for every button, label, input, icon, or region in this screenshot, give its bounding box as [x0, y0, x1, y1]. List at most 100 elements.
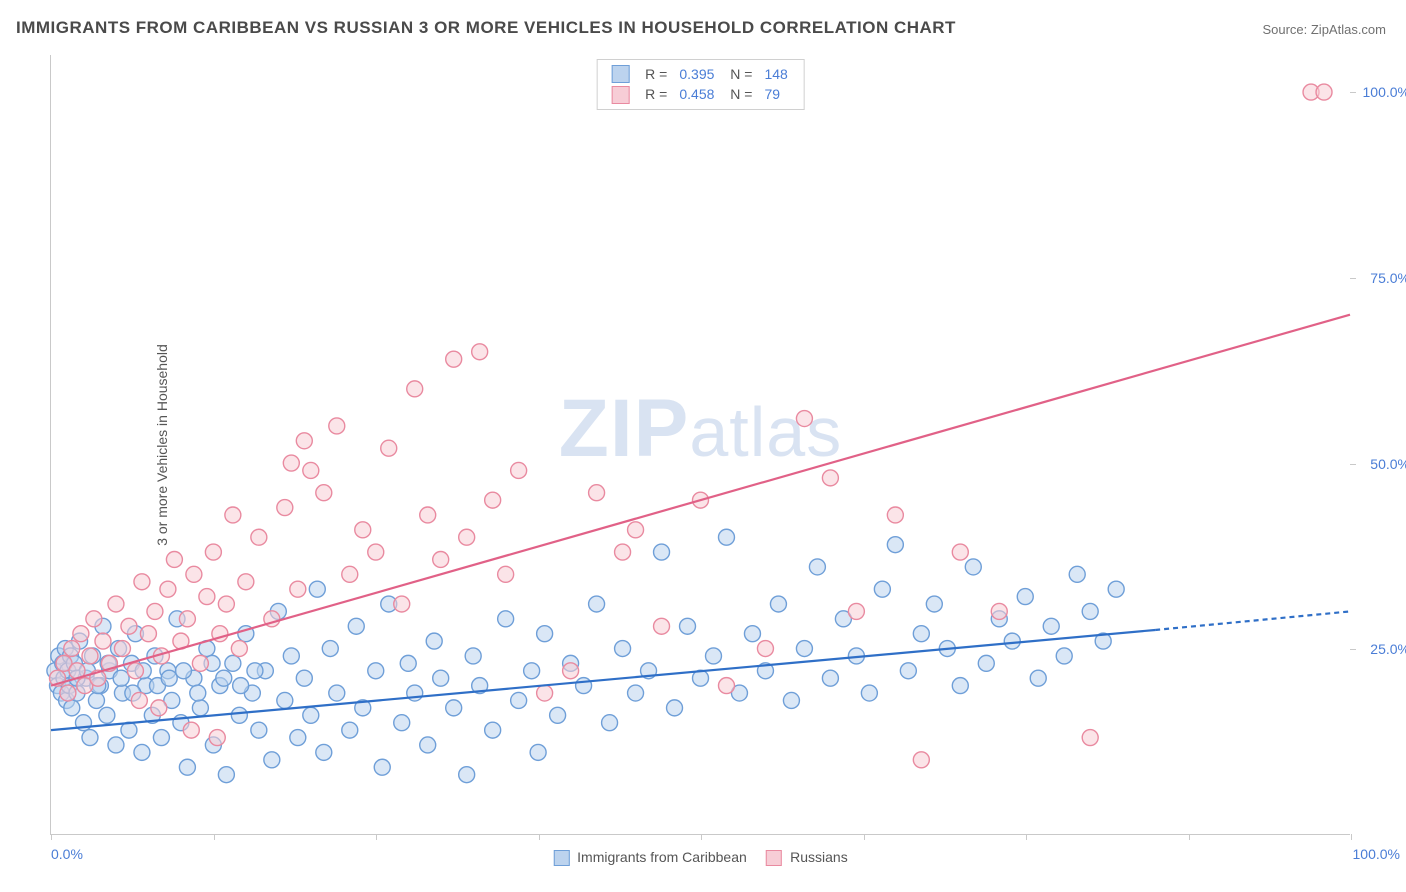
- source-attribution: Source: ZipAtlas.com: [1262, 22, 1386, 37]
- scatter-point: [465, 648, 481, 664]
- y-tick: [1350, 278, 1356, 279]
- scatter-point: [233, 678, 249, 694]
- y-tick: [1350, 464, 1356, 465]
- x-tick: [1189, 834, 1190, 840]
- scatter-point: [231, 641, 247, 657]
- scatter-point: [485, 492, 501, 508]
- scatter-point: [231, 707, 247, 723]
- scatter-point: [913, 752, 929, 768]
- scatter-point: [1108, 581, 1124, 597]
- scatter-point: [192, 655, 208, 671]
- chart-title: IMMIGRANTS FROM CARIBBEAN VS RUSSIAN 3 O…: [16, 18, 956, 38]
- scatter-point: [887, 537, 903, 553]
- scatter-point: [199, 589, 215, 605]
- legend-label-russians: Russians: [790, 849, 848, 865]
- scatter-point: [770, 596, 786, 612]
- scatter-point: [186, 566, 202, 582]
- scatter-point: [1082, 730, 1098, 746]
- swatch-caribbean-bottom: [553, 850, 569, 866]
- scatter-point: [680, 618, 696, 634]
- scatter-point: [147, 603, 163, 619]
- scatter-point: [296, 433, 312, 449]
- scatter-point: [179, 759, 195, 775]
- scatter-point: [283, 455, 299, 471]
- legend-row-russians: R = 0.458 N = 79: [605, 84, 794, 104]
- scatter-point: [216, 670, 232, 686]
- scatter-point: [179, 611, 195, 627]
- x-tick: [51, 834, 52, 840]
- scatter-point: [127, 663, 143, 679]
- scatter-point: [628, 685, 644, 701]
- scatter-point: [64, 641, 80, 657]
- scatter-point: [783, 692, 799, 708]
- scatter-point: [218, 596, 234, 612]
- y-tick: [1350, 649, 1356, 650]
- scatter-point: [978, 655, 994, 671]
- scatter-point: [394, 715, 410, 731]
- scatter-point: [498, 566, 514, 582]
- scatter-point: [589, 596, 605, 612]
- scatter-point: [952, 678, 968, 694]
- scatter-point: [82, 730, 98, 746]
- scatter-point: [485, 722, 501, 738]
- scatter-point: [550, 707, 566, 723]
- scatter-point: [887, 507, 903, 523]
- scatter-point: [1004, 633, 1020, 649]
- legend-label-caribbean: Immigrants from Caribbean: [577, 849, 747, 865]
- plot-area: 3 or more Vehicles in Household ZIPatlas…: [50, 55, 1350, 835]
- scatter-point: [1082, 603, 1098, 619]
- scatter-point: [329, 418, 345, 434]
- scatter-point: [108, 737, 124, 753]
- source-label: Source:: [1262, 22, 1310, 37]
- scatter-point: [95, 633, 111, 649]
- x-tick: [214, 834, 215, 840]
- scatter-point: [238, 574, 254, 590]
- source-link[interactable]: ZipAtlas.com: [1311, 22, 1386, 37]
- x-tick: [1351, 834, 1352, 840]
- scatter-point: [874, 581, 890, 597]
- scatter-point: [1316, 84, 1332, 100]
- scatter-point: [511, 462, 527, 478]
- trend-line-dashed: [1155, 611, 1350, 630]
- scatter-point: [283, 648, 299, 664]
- scatter-point: [121, 618, 137, 634]
- swatch-russians: [611, 86, 629, 104]
- scatter-point: [796, 641, 812, 657]
- scatter-point: [589, 485, 605, 501]
- scatter-point: [277, 692, 293, 708]
- x-tick: [1026, 834, 1027, 840]
- scatter-point: [64, 700, 80, 716]
- x-tick: [376, 834, 377, 840]
- scatter-point: [524, 663, 540, 679]
- chart-svg: [51, 55, 1350, 834]
- x-tick: [539, 834, 540, 840]
- scatter-point: [459, 767, 475, 783]
- scatter-point: [247, 663, 263, 679]
- scatter-point: [134, 574, 150, 590]
- scatter-point: [316, 744, 332, 760]
- scatter-point: [264, 752, 280, 768]
- scatter-point: [183, 722, 199, 738]
- legend-row-caribbean: R = 0.395 N = 148: [605, 64, 794, 84]
- y-tick-label: 50.0%: [1370, 456, 1406, 472]
- scatter-point: [654, 618, 670, 634]
- scatter-point: [348, 618, 364, 634]
- scatter-point: [718, 529, 734, 545]
- scatter-point: [134, 744, 150, 760]
- scatter-point: [1030, 670, 1046, 686]
- scatter-point: [368, 544, 384, 560]
- n-value-caribbean: 148: [758, 64, 793, 84]
- y-tick-label: 75.0%: [1370, 270, 1406, 286]
- scatter-point: [400, 655, 416, 671]
- scatter-point: [316, 485, 332, 501]
- scatter-point: [563, 663, 579, 679]
- scatter-point: [114, 641, 130, 657]
- scatter-point: [446, 700, 462, 716]
- scatter-point: [615, 641, 631, 657]
- scatter-point: [446, 351, 462, 367]
- scatter-point: [420, 507, 436, 523]
- x-tick: [701, 834, 702, 840]
- scatter-point: [86, 611, 102, 627]
- scatter-point: [537, 626, 553, 642]
- scatter-point: [991, 603, 1007, 619]
